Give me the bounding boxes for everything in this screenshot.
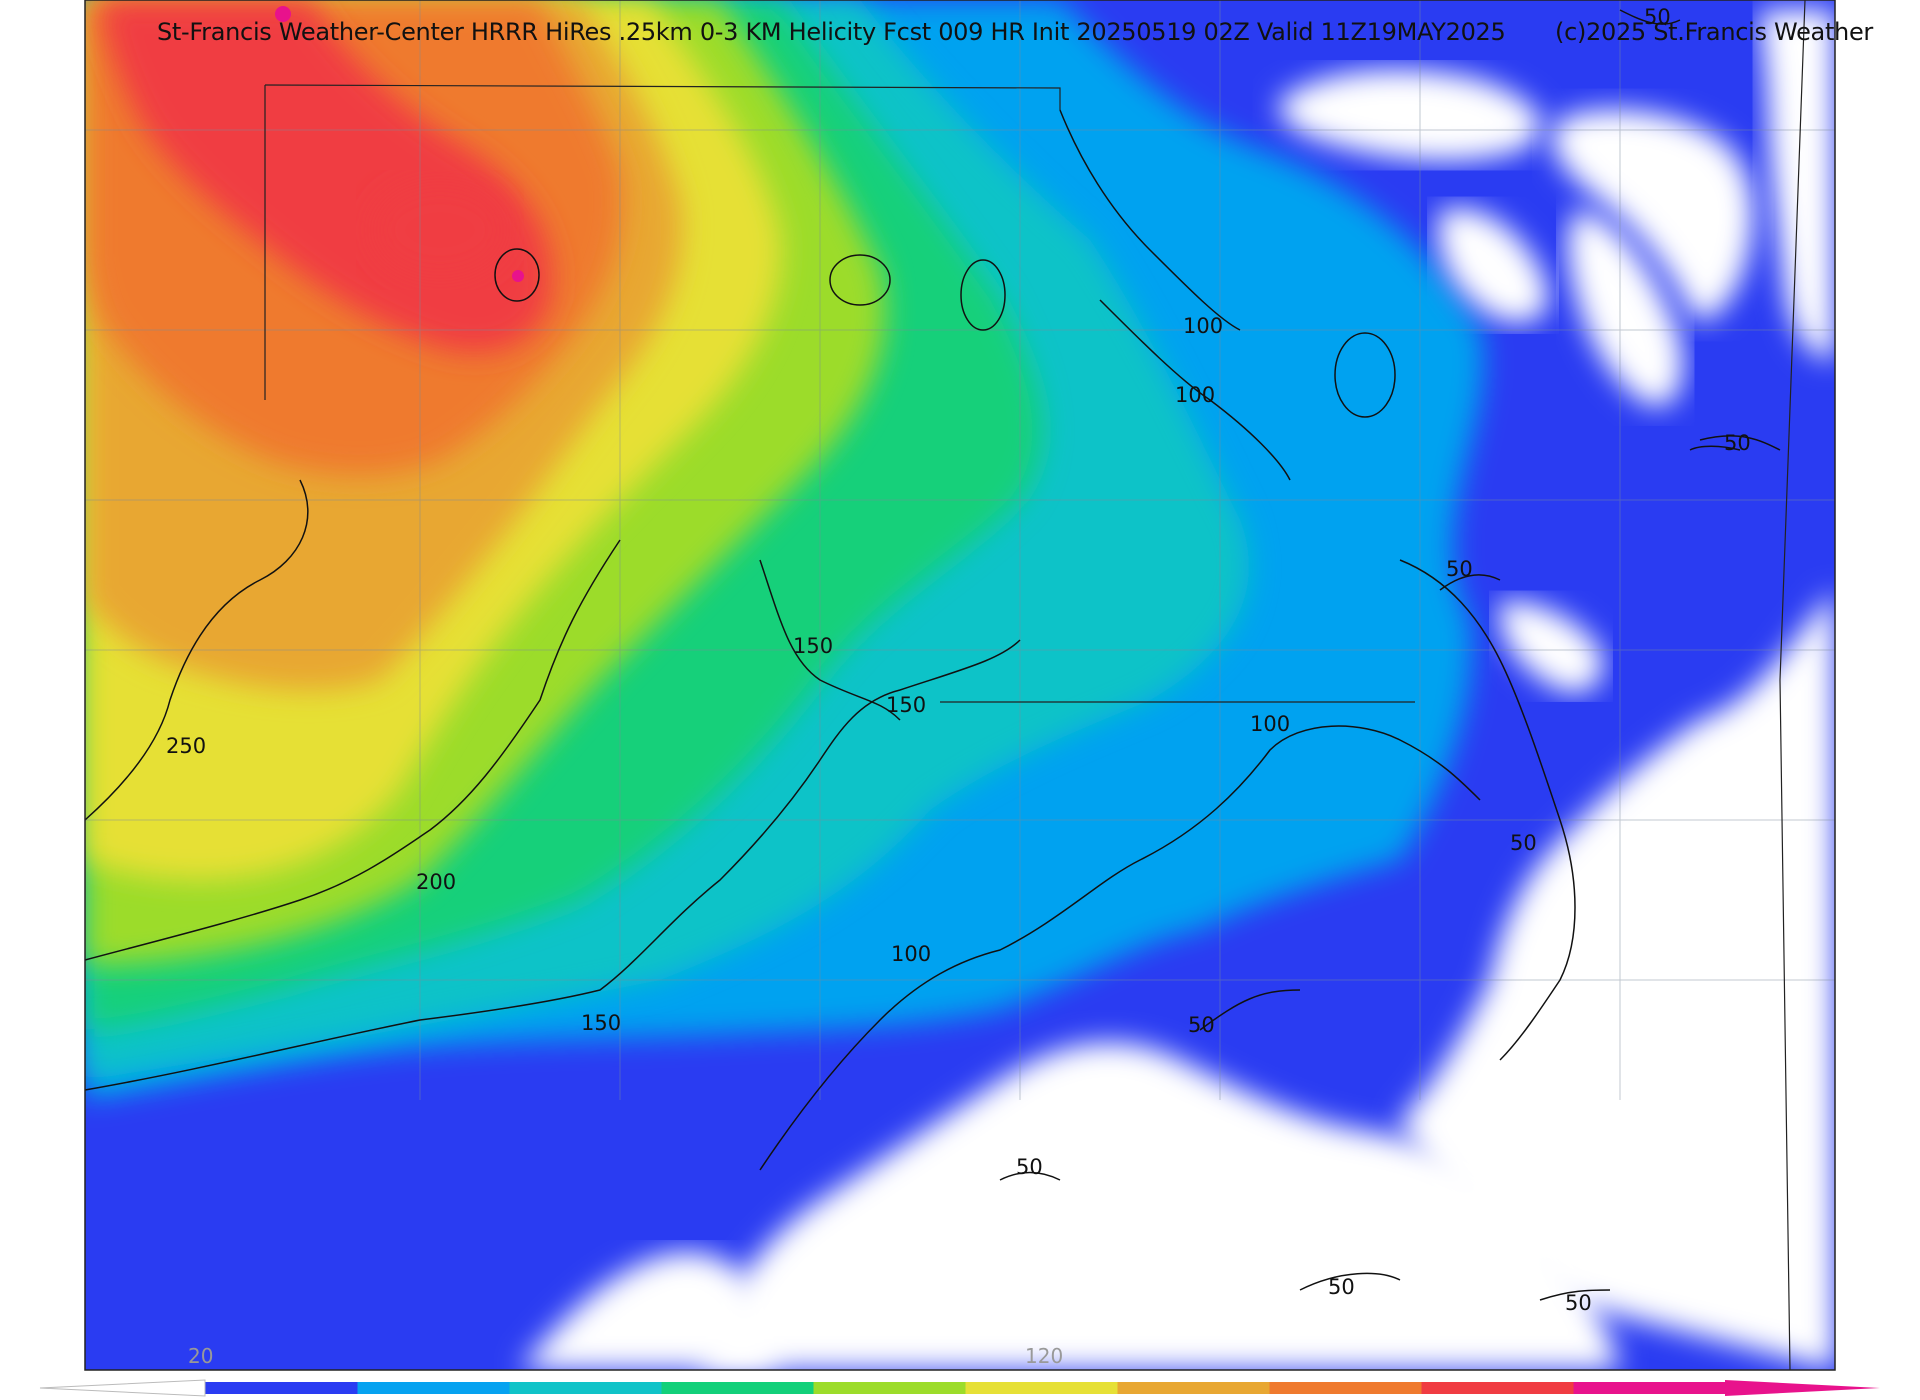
contour-label: 50 xyxy=(1446,557,1473,581)
contour-100a xyxy=(759,725,1481,1171)
copyright: (c)2025 St.Francis Weather xyxy=(1555,18,1873,46)
field-white-mid xyxy=(1499,600,1603,693)
colorbar xyxy=(39,1379,1880,1397)
colorbar-bin xyxy=(965,1382,1118,1394)
contour-150b xyxy=(759,559,901,721)
contour-label: 150 xyxy=(793,634,833,658)
contour-label: 200 xyxy=(416,870,456,894)
county-lines xyxy=(85,0,1835,1100)
field-white-ne1 xyxy=(1279,69,1541,161)
colorbar-bin xyxy=(1573,1382,1726,1394)
contour-label: 50 xyxy=(1565,1291,1592,1315)
colorbar-bin xyxy=(1117,1382,1270,1394)
contour-250 xyxy=(84,479,309,821)
contour-label: 50 xyxy=(1188,1013,1215,1037)
field-white-southwest xyxy=(520,1252,777,1370)
colorbar-bin xyxy=(1421,1382,1574,1394)
colorbar-high-arrow xyxy=(1725,1380,1880,1396)
contour-ring-4 xyxy=(960,259,1006,331)
field-magenta-spot2 xyxy=(275,6,291,22)
contour-50g xyxy=(1619,9,1681,25)
contour-label: 50 xyxy=(1328,1275,1355,1299)
colorbar-bin xyxy=(357,1382,510,1394)
contour-label: 50 xyxy=(1016,1155,1043,1179)
contour-150a xyxy=(84,639,1021,1091)
contour-50c xyxy=(1199,989,1301,1031)
contour-label: 50 xyxy=(1510,831,1537,855)
field-white-ne5 xyxy=(1760,10,1835,360)
colorbar-tick-label: 120 xyxy=(1025,1344,1064,1368)
contour-label: 100 xyxy=(1175,383,1215,407)
filled-field xyxy=(85,0,1835,1370)
contour-label: 50 xyxy=(1644,5,1671,29)
contour-labels: 50 50 50 50 50 50 50 50 100 100 100 100 … xyxy=(166,5,1751,1315)
contour-label: 100 xyxy=(1183,314,1223,338)
contour-label: 50 xyxy=(1724,431,1751,455)
contour-50d xyxy=(1299,1272,1401,1291)
field-white-ne2 xyxy=(1438,208,1548,323)
contour-ring-2 xyxy=(1334,332,1396,418)
colorbar-tick-label: 20 xyxy=(188,1344,214,1368)
colorbar-bin xyxy=(509,1382,662,1394)
colorbar-bin xyxy=(813,1382,966,1394)
colorbar-bin xyxy=(661,1382,814,1394)
contour-ring-1 xyxy=(494,248,540,302)
field-white-east xyxy=(1400,590,1835,1370)
colorbar-bin xyxy=(1269,1382,1422,1394)
contour-label: 150 xyxy=(886,693,926,717)
colorbar-bin xyxy=(205,1382,358,1394)
contour-label: 250 xyxy=(166,734,206,758)
contour-50b xyxy=(1699,435,1781,451)
contour-50e xyxy=(1539,1289,1611,1301)
contour-label: 100 xyxy=(1250,712,1290,736)
contour-ring-3 xyxy=(829,254,891,306)
field-red-blob xyxy=(370,180,510,280)
contour-50h xyxy=(1439,574,1501,591)
field-magenta-spot xyxy=(512,270,524,282)
field-white-south xyxy=(700,1042,1620,1370)
contour-100b xyxy=(1059,109,1241,331)
contour-200 xyxy=(84,539,621,961)
field-white-ne4 xyxy=(1567,210,1683,407)
contour-50f xyxy=(999,1171,1061,1181)
colorbar-low-arrow xyxy=(39,1379,206,1397)
contour-50i xyxy=(1689,445,1741,451)
contour-100c xyxy=(1099,299,1291,481)
page-title: St-Francis Weather-Center HRRR HiRes .25… xyxy=(157,18,1506,46)
map-border xyxy=(84,0,1836,1371)
state-lines xyxy=(264,0,1806,1371)
contour-label: 100 xyxy=(891,942,931,966)
contour-lines xyxy=(84,9,1781,1301)
contour-50a xyxy=(1399,559,1576,1061)
field-white-ne3 xyxy=(1552,109,1754,320)
contour-label: 150 xyxy=(581,1011,621,1035)
